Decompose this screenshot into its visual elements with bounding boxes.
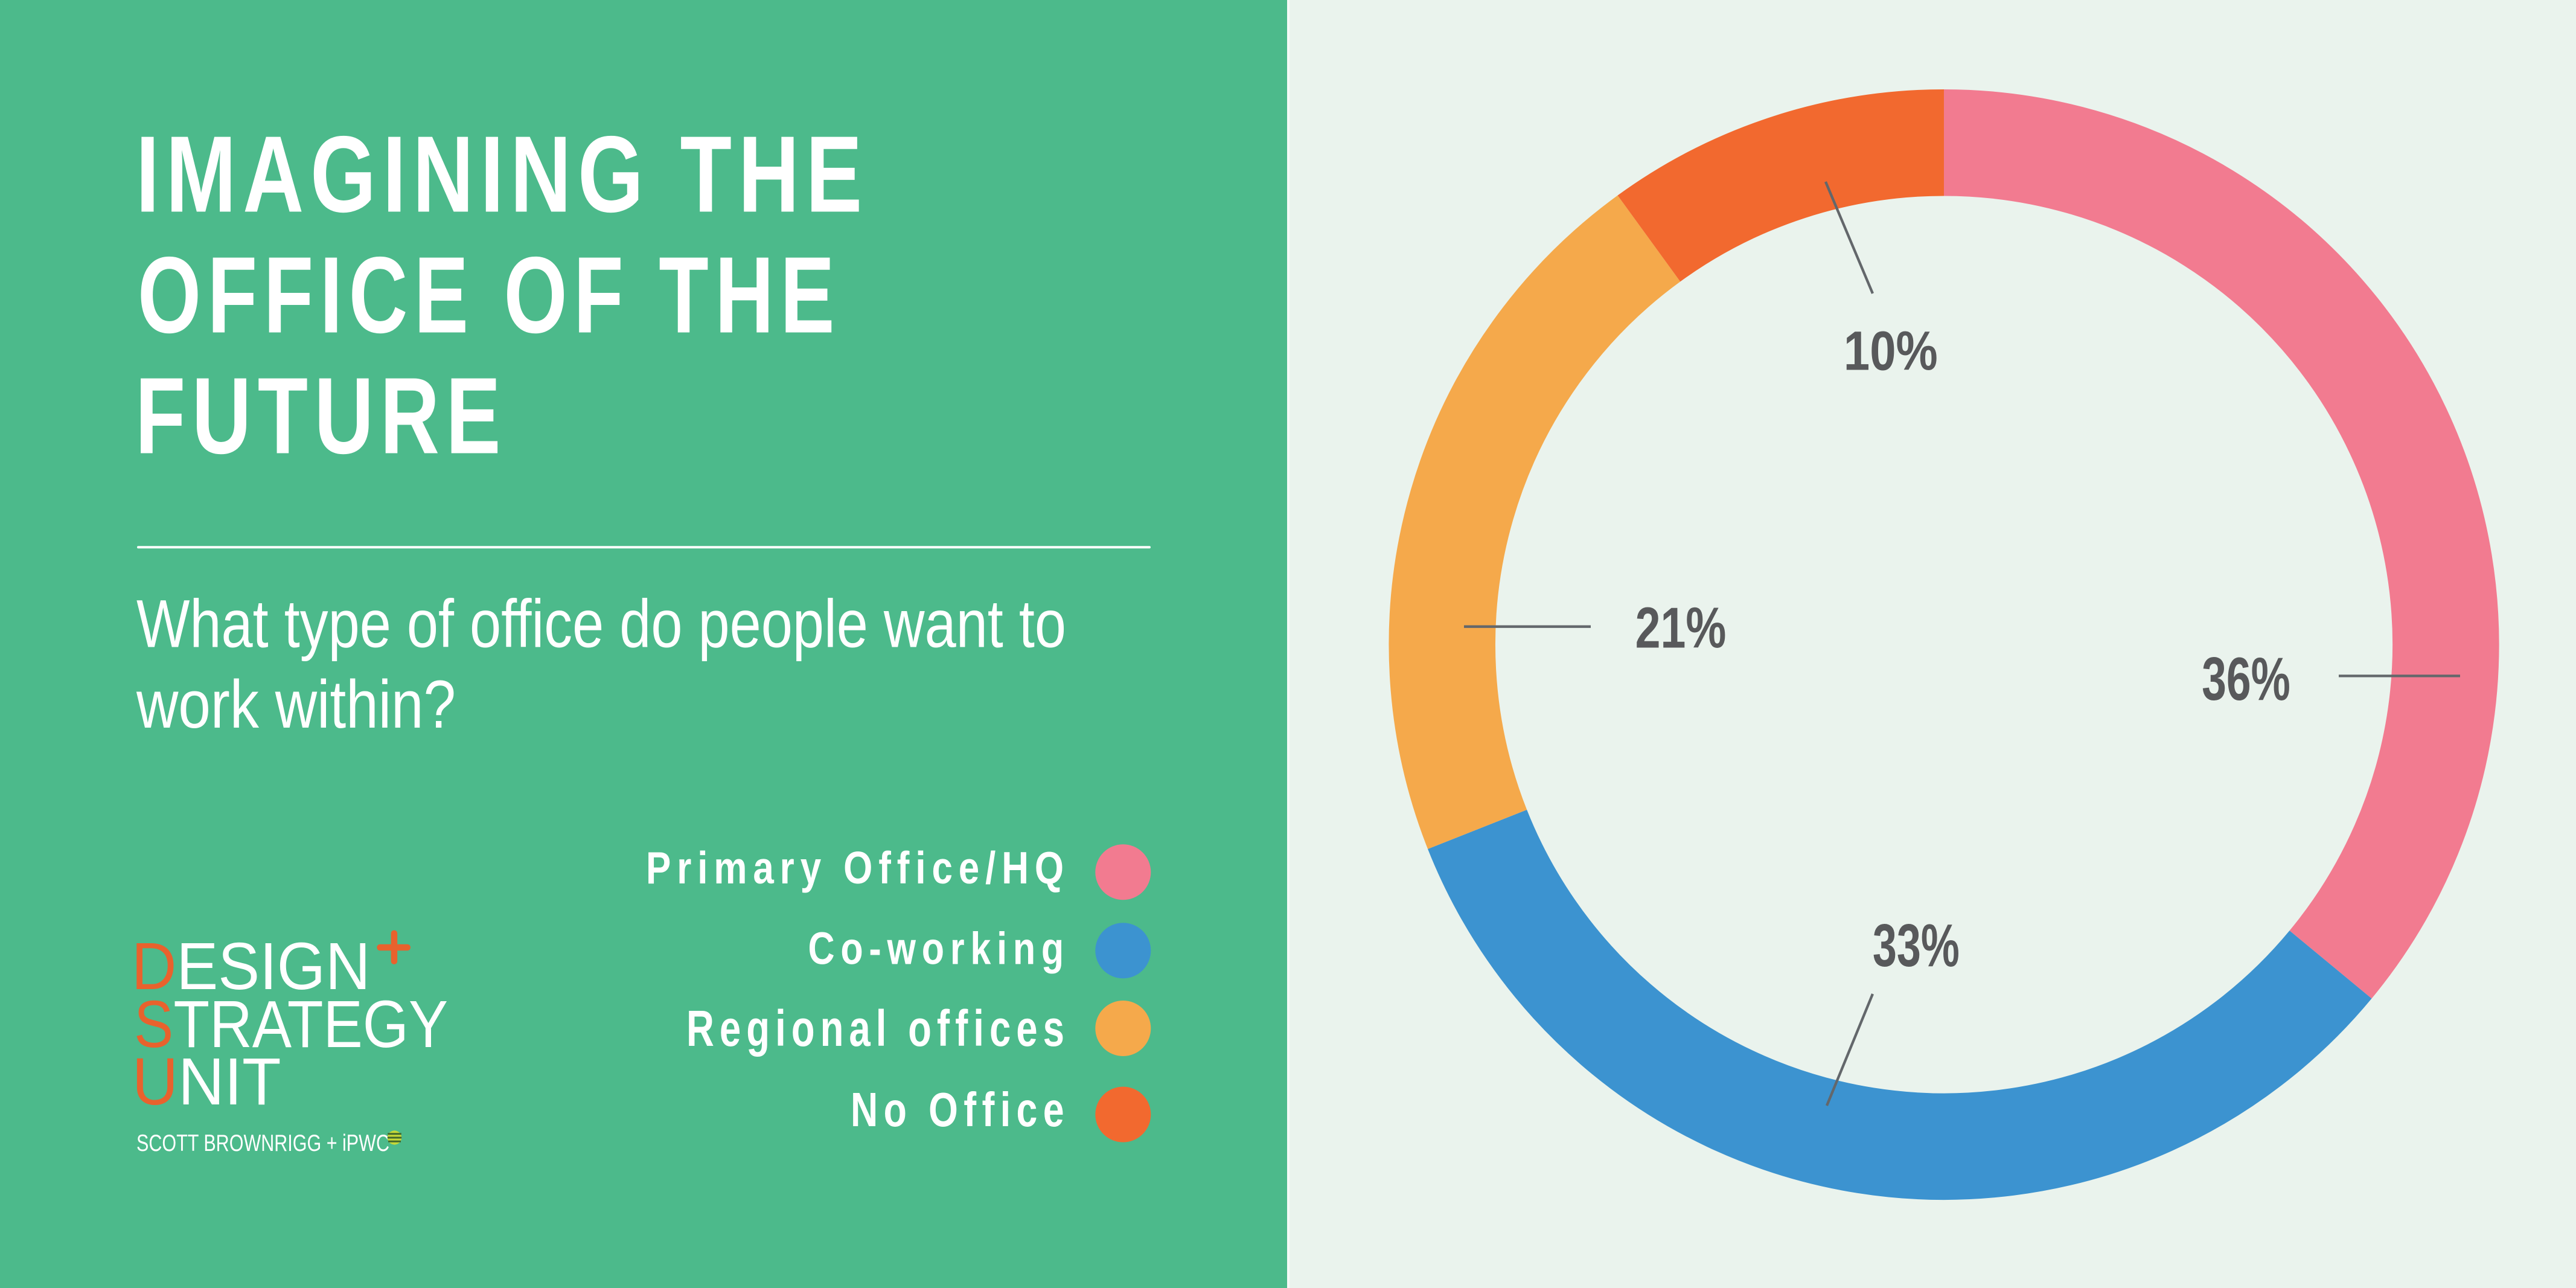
svg-text:IMAGINING THE: IMAGINING THE [136,114,869,235]
svg-text:33%: 33% [1873,911,1960,979]
svg-text:UNIT: UNIT [132,1044,281,1119]
svg-text:36%: 36% [2202,644,2290,713]
svg-text:21%: 21% [1635,596,1727,661]
svg-text:DESIGN: DESIGN [132,929,371,1004]
svg-text:STRATEGY: STRATEGY [134,988,448,1062]
svg-text:Co-working: Co-working [808,923,1070,974]
svg-text:Primary Office/HQ: Primary Office/HQ [646,842,1070,893]
svg-text:Regional offices: Regional offices [686,1000,1070,1057]
svg-text:SCOTT BROWNRIGG + iPWC: SCOTT BROWNRIGG + iPWC [136,1130,389,1156]
svg-text:No Office: No Office [851,1083,1070,1136]
svg-text:What type of office do people: What type of office do people want to [136,586,1066,662]
svg-text:OFFICE OF THE: OFFICE OF THE [138,235,841,356]
svg-text:FUTURE: FUTURE [135,356,507,477]
svg-text:10%: 10% [1844,321,1938,383]
svg-text:work within?: work within? [136,667,456,742]
